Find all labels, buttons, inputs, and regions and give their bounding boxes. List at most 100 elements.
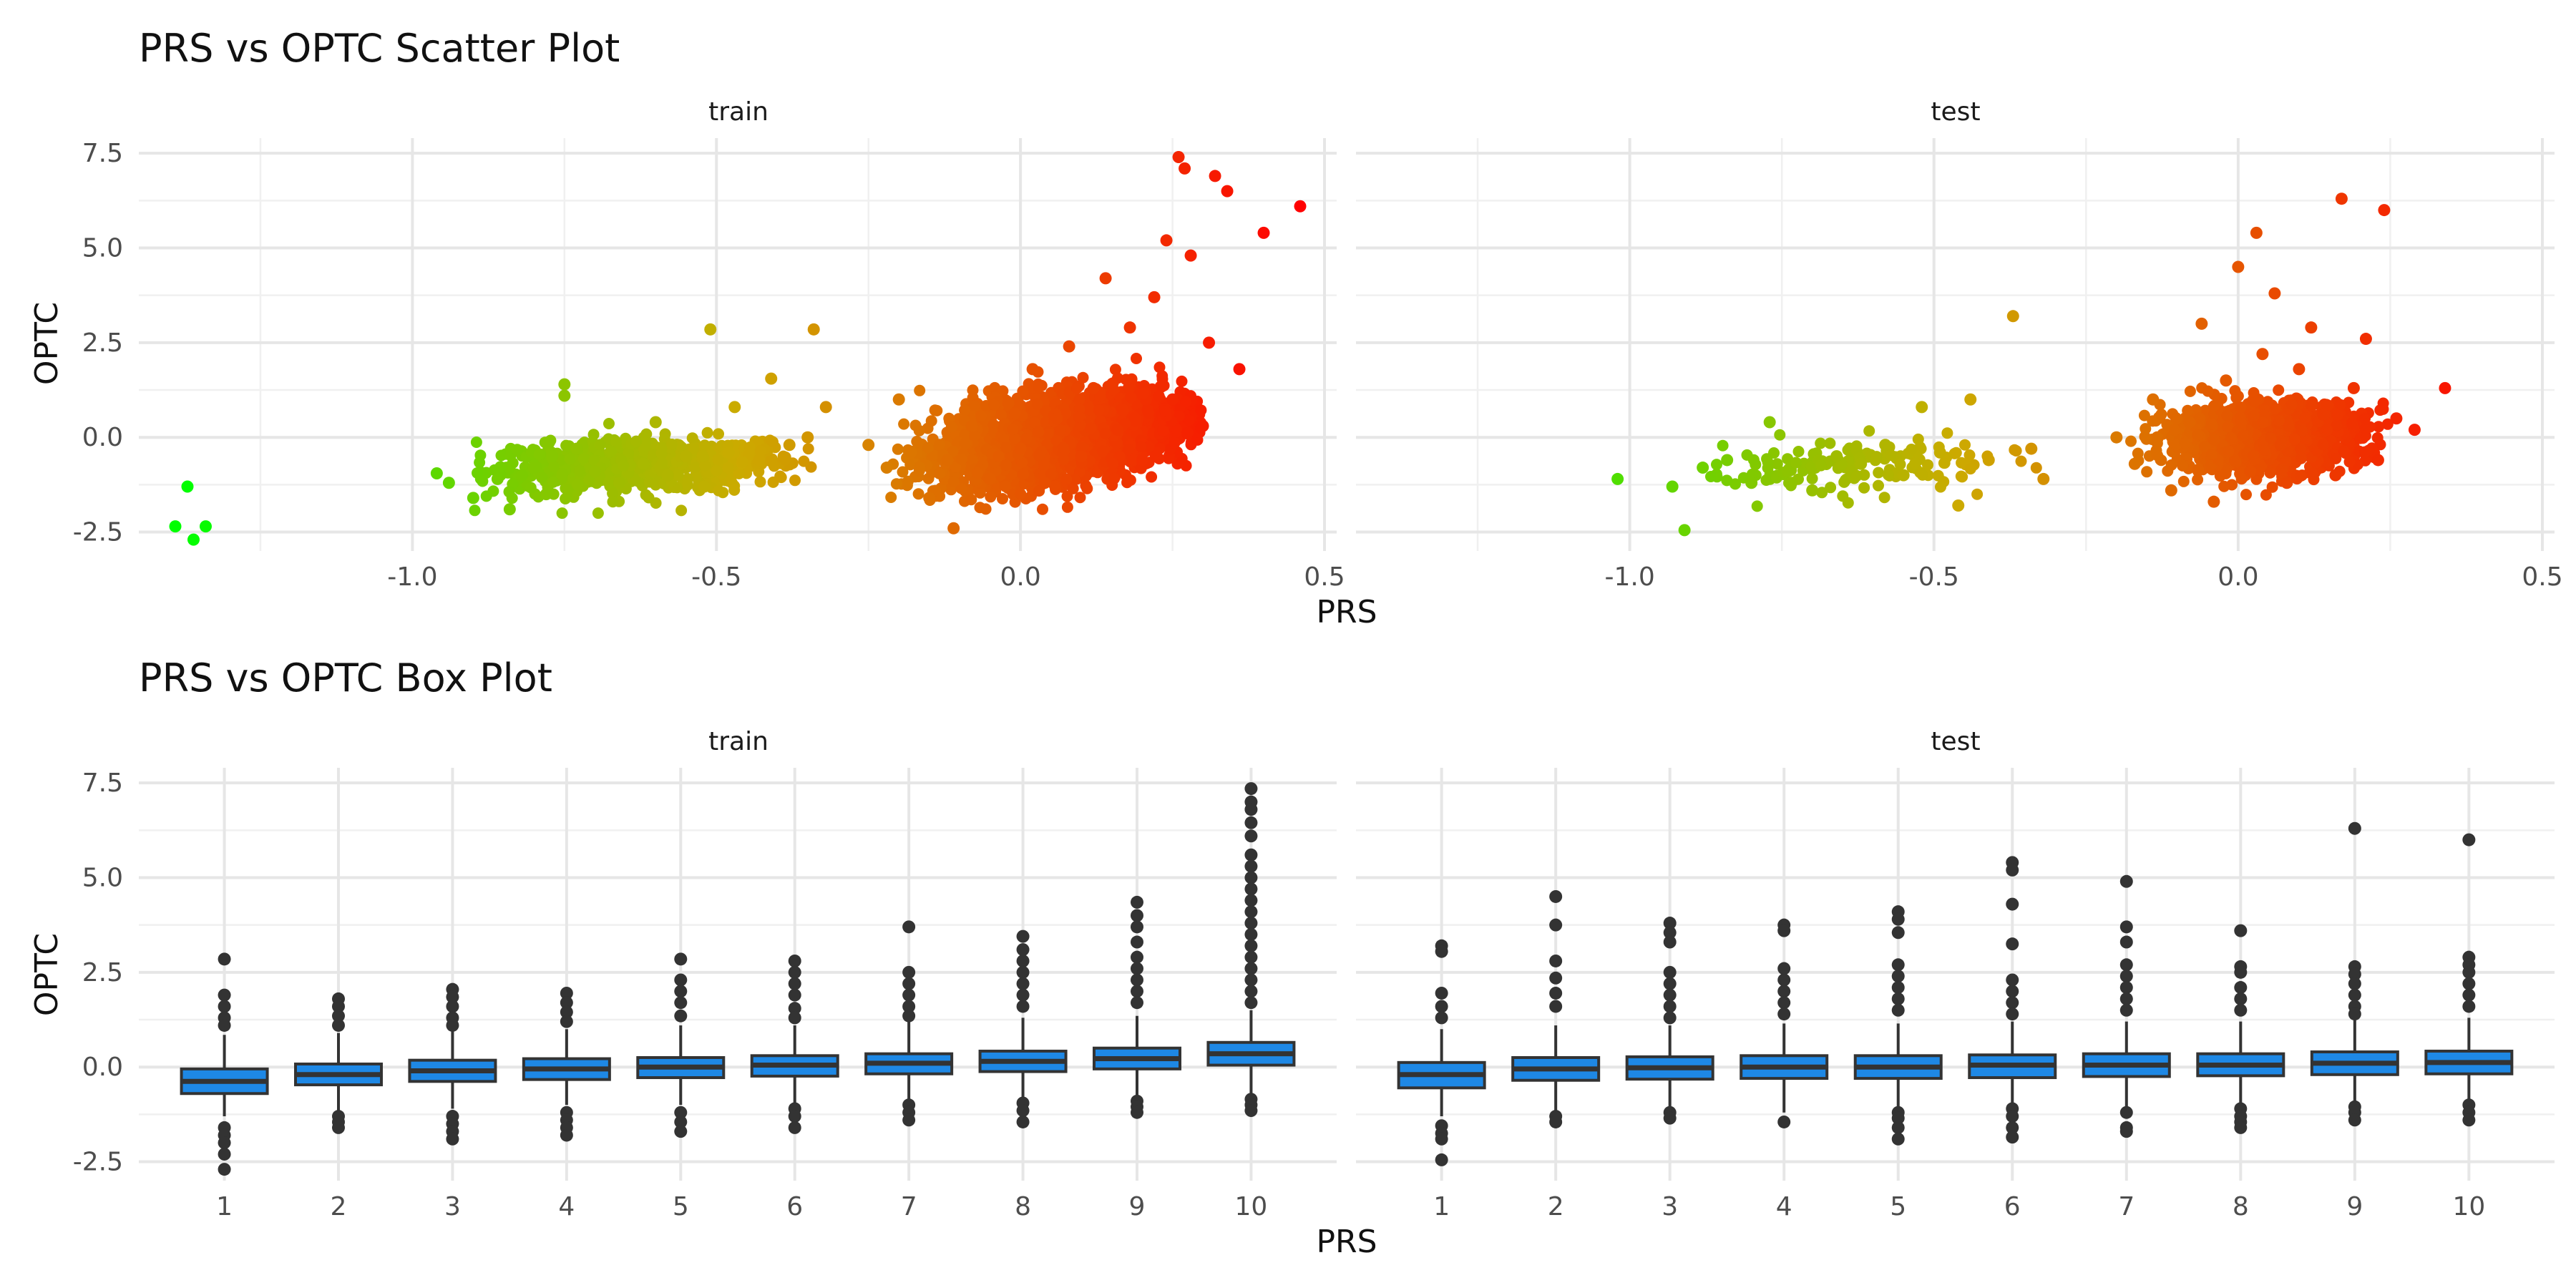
box-outlier — [1435, 986, 1448, 1000]
box-outlier — [902, 1113, 916, 1127]
cloud-point — [1093, 404, 1105, 416]
y-tick-label: 2.5 — [82, 328, 123, 358]
x-tick-label: 7 — [901, 1192, 917, 1221]
scatter-point — [1172, 150, 1185, 163]
scatter-point — [2371, 454, 2384, 467]
scatter-point — [923, 492, 936, 504]
cloud-point — [2295, 470, 2307, 482]
cloud-point — [933, 439, 945, 451]
box-outlier — [446, 1000, 459, 1013]
cloud-point — [2015, 455, 2027, 467]
cloud-point — [2285, 399, 2298, 411]
cloud-point — [2184, 385, 2196, 397]
cloud-point — [2332, 409, 2344, 421]
scatter-point — [1166, 393, 1179, 406]
cloud-point — [1176, 375, 1188, 387]
cloud-point — [1081, 482, 1093, 494]
cloud-point — [1181, 426, 1194, 439]
scatter-point — [2147, 393, 2160, 406]
box-outlier — [1016, 1115, 1030, 1128]
scatter-point — [807, 323, 820, 336]
scatter-point — [1782, 465, 1795, 478]
scatter-point — [892, 393, 905, 406]
box-outlier — [1244, 962, 1258, 975]
x-tick-label: 1 — [1433, 1192, 1450, 1221]
box-outlier — [1549, 954, 1563, 967]
y-tick-label: -2.5 — [73, 1148, 123, 1177]
cloud-point — [1873, 479, 1884, 492]
box-outlier — [1131, 962, 1143, 975]
cloud-point — [988, 399, 1000, 411]
cloud-point — [699, 459, 711, 472]
cloud-point — [574, 464, 585, 477]
cloud-point — [1109, 364, 1121, 376]
cloud-point — [892, 443, 904, 455]
box-outlier — [788, 1110, 801, 1123]
box-outlier — [1244, 848, 1258, 862]
cloud-point — [603, 418, 615, 429]
scatter-point — [2280, 477, 2293, 489]
scatter-point — [1087, 381, 1100, 394]
cloud-point — [2168, 424, 2180, 436]
box-outlier — [1244, 973, 1258, 987]
box-outlier — [1016, 977, 1030, 990]
box-outlier — [902, 988, 916, 1002]
scatter-point — [2183, 416, 2196, 429]
box-outlier — [1016, 954, 1030, 967]
box-outlier — [1016, 930, 1030, 943]
cloud-point — [2371, 431, 2384, 444]
scatter-x-axis-label: PRS — [1316, 594, 1377, 630]
cloud-point — [1955, 470, 1967, 482]
cloud-point — [2179, 437, 2191, 449]
cloud-point — [1123, 443, 1135, 455]
box-panel-test: 1 2 3 4 5 6 7 8 9 10 — [1356, 768, 2555, 1221]
cloud-point — [701, 426, 713, 439]
cloud-point — [1851, 469, 1863, 482]
x-tick-label: -0.5 — [691, 562, 741, 592]
box-outlier — [788, 1121, 801, 1134]
scatter-point — [1806, 484, 1819, 497]
cloud-point — [666, 439, 678, 450]
box-panel-train: 1 2 3 4 5 6 7 8 9 10-2.50.02.55.07.5 — [73, 768, 1337, 1221]
x-tick-label: 0.5 — [1304, 562, 1345, 592]
box-outlier — [1244, 917, 1258, 930]
cloud-point — [1159, 405, 1171, 417]
cloud-point — [2141, 466, 2153, 478]
scatter-point — [1964, 393, 1977, 406]
cloud-point — [2225, 431, 2237, 444]
cloud-point — [2299, 412, 2311, 424]
scatter-point — [2110, 431, 2123, 444]
scatter-point — [680, 450, 693, 463]
cloud-point — [562, 484, 574, 496]
cloud-point — [1751, 500, 1763, 512]
cloud-point — [1842, 497, 1854, 509]
cloud-point — [607, 496, 619, 508]
scatter-point — [801, 431, 814, 444]
cloud-point — [1935, 481, 1946, 493]
cloud-point — [1107, 457, 1119, 469]
cloud-point — [572, 479, 584, 491]
cloud-point — [655, 447, 668, 459]
scatter-point — [588, 465, 601, 478]
box-outlier — [446, 1018, 459, 1032]
cloud-point — [1885, 449, 1897, 462]
cloud-point — [1135, 441, 1147, 453]
scatter-point — [1221, 185, 1234, 197]
y-tick-label: -2.5 — [73, 518, 123, 547]
scatter-y-axis-label: OPTC — [29, 302, 65, 385]
box-outlier — [1131, 996, 1143, 1010]
box-outlier — [1131, 935, 1143, 949]
cloud-point — [2140, 423, 2152, 435]
cloud-point — [2248, 410, 2260, 421]
cloud-point — [2359, 422, 2371, 434]
scatter-point — [187, 533, 200, 546]
scatter-point — [1897, 469, 1910, 482]
cloud-point — [1894, 458, 1906, 470]
scatter-point — [503, 503, 516, 516]
scatter-point — [2128, 457, 2141, 470]
cloud-point — [2295, 443, 2307, 455]
cloud-point — [2009, 444, 2021, 456]
cloud-point — [997, 493, 1008, 504]
scatter-point — [1038, 477, 1051, 489]
cloud-point — [503, 486, 515, 498]
